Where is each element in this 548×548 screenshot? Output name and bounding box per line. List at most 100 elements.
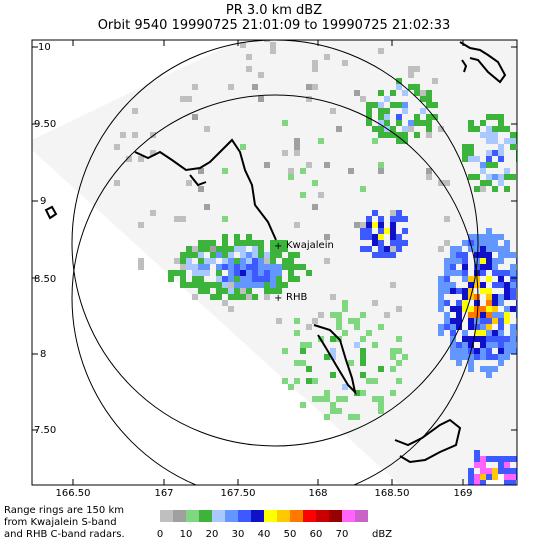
echo-cell <box>396 348 402 354</box>
colorbar-swatch <box>173 510 186 522</box>
echo-cell <box>306 324 312 330</box>
echo-cell <box>390 354 396 360</box>
echo-cell <box>438 306 444 312</box>
echo-cell <box>468 480 474 485</box>
echo-cell <box>216 246 222 252</box>
echo-cell <box>498 336 504 342</box>
echo-cell <box>468 234 474 240</box>
echo-cell <box>396 336 402 342</box>
echo-cell <box>432 114 438 120</box>
echo-cell <box>186 282 192 288</box>
echo-cell <box>366 234 372 240</box>
echo-cell <box>492 318 498 324</box>
echo-cell <box>450 354 456 360</box>
echo-cell <box>222 258 228 264</box>
echo-cell <box>396 306 402 312</box>
echo-cell <box>216 270 222 276</box>
echo-cell <box>294 360 300 366</box>
echo-cell <box>462 276 468 282</box>
echo-cell <box>492 240 498 246</box>
echo-cell <box>486 456 492 462</box>
echo-cell <box>486 312 492 318</box>
echo-cell <box>180 96 186 102</box>
kwajalein-marker: + <box>274 241 282 252</box>
echo-cell <box>444 318 450 324</box>
echo-cell <box>384 246 390 252</box>
echo-cell <box>396 132 402 138</box>
echo-cell <box>444 180 450 186</box>
echo-cell <box>234 270 240 276</box>
echo-cell <box>252 276 258 282</box>
echo-cell <box>372 138 378 144</box>
echo-cell <box>306 366 312 372</box>
echo-cell <box>378 396 384 402</box>
echo-cell <box>150 150 156 156</box>
echo-cell <box>252 84 258 90</box>
echo-cell <box>216 288 222 294</box>
echo-cell <box>372 300 378 306</box>
echo-cell <box>228 246 234 252</box>
echo-cell <box>402 216 408 222</box>
echo-cell <box>132 108 138 114</box>
echo-cell <box>468 468 474 474</box>
echo-cell <box>450 330 456 336</box>
echo-cell <box>402 90 408 96</box>
echo-cell <box>498 114 504 120</box>
echo-cell <box>504 252 510 258</box>
colorbar-swatch <box>251 510 264 522</box>
echo-cell <box>456 360 462 366</box>
echo-cell <box>402 138 408 144</box>
echo-cell <box>462 300 468 306</box>
echo-cell <box>486 228 492 234</box>
echo-cell <box>378 102 384 108</box>
echo-cell <box>498 468 504 474</box>
echo-cell <box>486 366 492 372</box>
echo-cell <box>498 144 504 150</box>
echo-cell <box>318 312 324 318</box>
echo-cell <box>486 246 492 252</box>
echo-cell <box>420 120 426 126</box>
echo-cell <box>486 234 492 240</box>
echo-cell <box>390 366 396 372</box>
echo-cell <box>360 348 366 354</box>
colorbar-swatch <box>277 510 290 522</box>
lat-tick-label: 8 <box>40 349 46 360</box>
echo-cell <box>498 318 504 324</box>
colorbar-label: 50 <box>284 529 297 540</box>
echo-cell <box>276 288 282 294</box>
echo-cell <box>348 414 354 420</box>
echo-cell <box>276 264 282 270</box>
echo-cell <box>426 120 432 126</box>
echo-cell <box>426 168 432 174</box>
echo-cell <box>438 282 444 288</box>
echo-cell <box>372 102 378 108</box>
lat-tick-label: 10 <box>38 42 51 53</box>
echo-cell <box>306 378 312 384</box>
echo-cell <box>396 378 402 384</box>
echo-cell <box>300 348 306 354</box>
echo-cell <box>486 336 492 342</box>
pr-swath-edge <box>32 40 517 260</box>
echo-cell <box>474 354 480 360</box>
echo-cell <box>486 468 492 474</box>
echo-cell <box>504 348 510 354</box>
echo-cell <box>150 210 156 216</box>
echo-cell <box>510 330 516 336</box>
echo-cell <box>288 168 294 174</box>
echo-cell <box>450 342 456 348</box>
echo-cell <box>372 396 378 402</box>
echo-cell <box>438 300 444 306</box>
echo-cell <box>456 312 462 318</box>
echo-cell <box>312 378 318 384</box>
echo-cell <box>492 264 498 270</box>
echo-cell <box>192 84 198 90</box>
echo-cell <box>198 276 204 282</box>
echo-cell <box>180 264 186 270</box>
echo-cell <box>462 264 468 270</box>
echo-cell <box>444 288 450 294</box>
echo-cell <box>246 282 252 288</box>
echo-cell <box>426 114 432 120</box>
echo-cell <box>498 174 504 180</box>
echo-cell <box>276 282 282 288</box>
